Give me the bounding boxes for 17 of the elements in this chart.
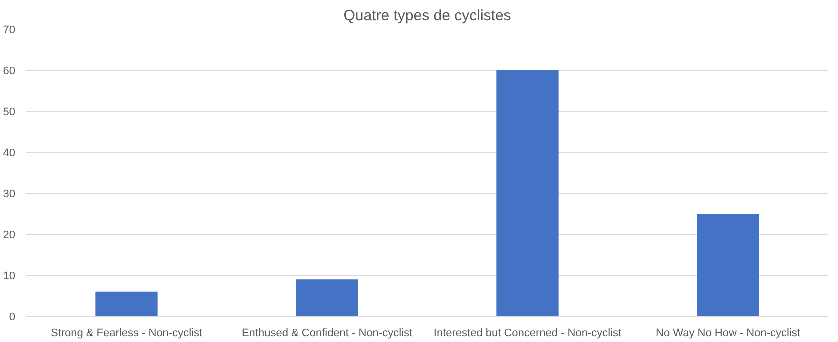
- bar: [296, 280, 358, 316]
- y-tick-label: 20: [3, 230, 16, 242]
- x-tick-label: Strong & Fearless - Non-cyclist: [50, 328, 203, 340]
- x-tick-label: No Way No How - Non-cyclist: [656, 328, 800, 340]
- bar: [96, 292, 158, 316]
- y-tick-label: 30: [3, 188, 16, 200]
- y-tick-label: 70: [3, 24, 16, 36]
- bar: [697, 214, 760, 316]
- y-tick-label: 60: [3, 66, 16, 78]
- y-tick-label: 50: [3, 106, 16, 118]
- bar: [496, 70, 559, 316]
- x-tick-label: Interested but Concerned - Non-cyclist: [434, 328, 622, 340]
- y-tick-label: 0: [9, 312, 16, 324]
- y-tick-label: 40: [3, 148, 16, 160]
- x-tick-label: Enthused & Confident - Non-cyclist: [242, 328, 413, 340]
- y-tick-label: 10: [3, 270, 16, 282]
- chart-title: Quatre types de cyclistes: [344, 8, 512, 24]
